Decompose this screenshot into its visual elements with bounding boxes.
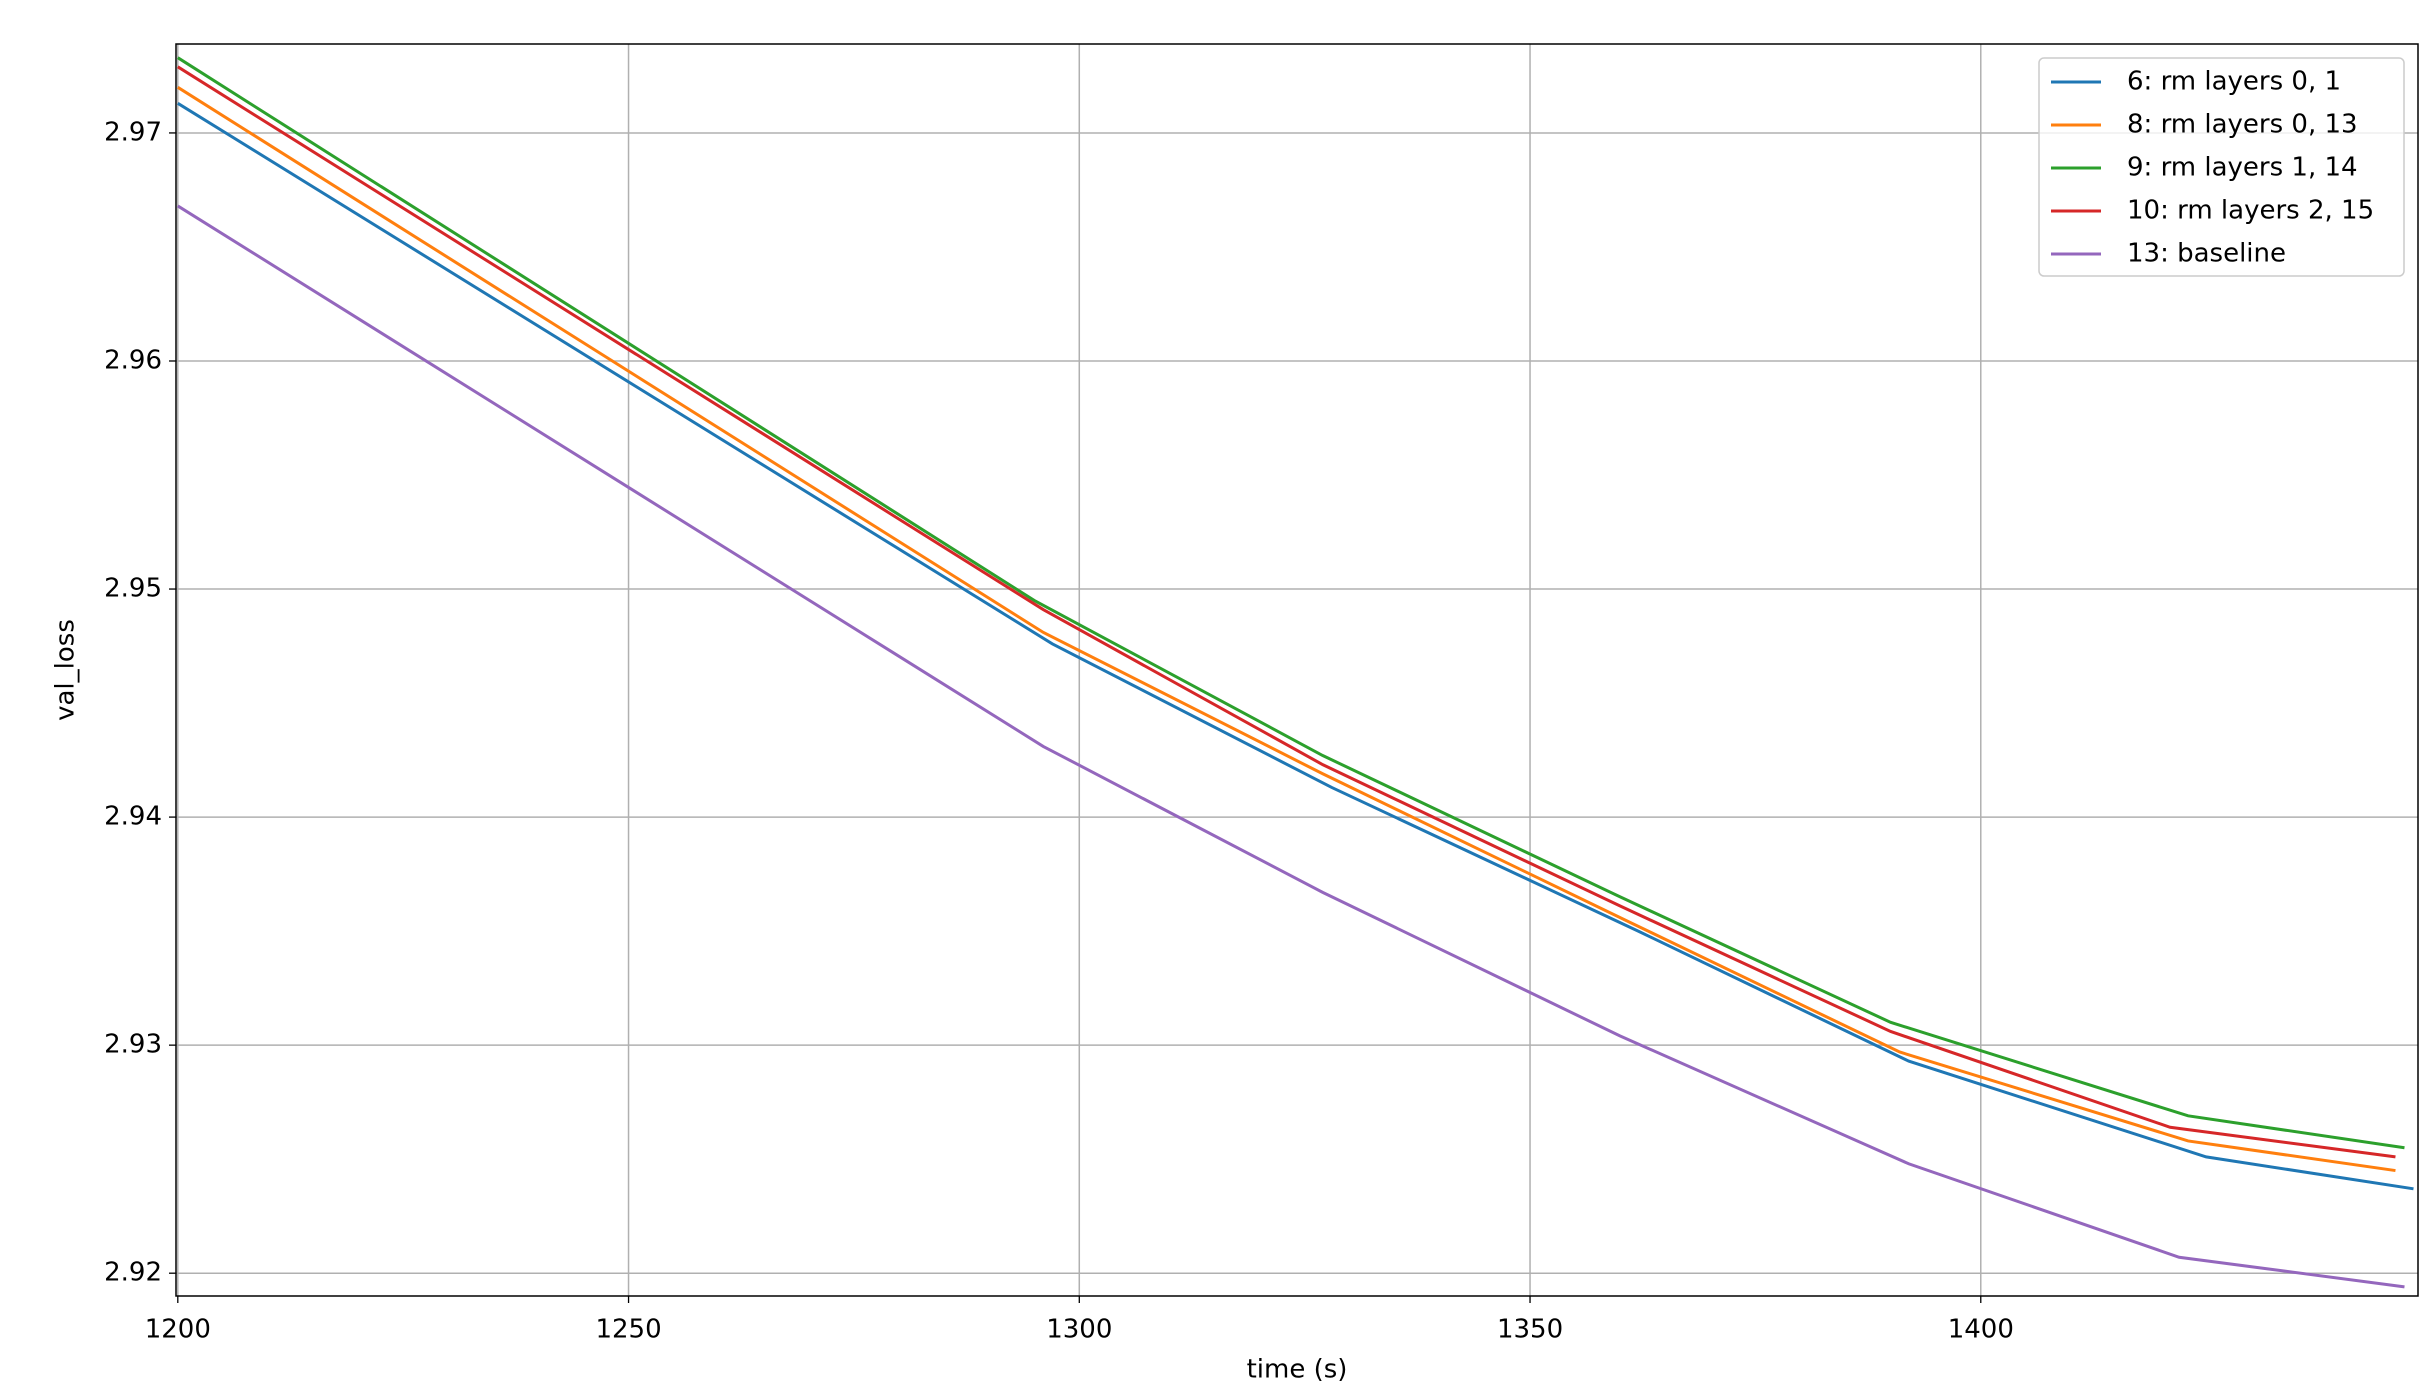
legend-label: 13: baseline	[2127, 239, 2286, 269]
x-axis-label: time (s)	[1247, 1355, 1348, 1385]
x-tick-label: 1400	[1948, 1315, 2014, 1345]
legend-label: 9: rm layers 1, 14	[2127, 153, 2358, 183]
x-tick-label: 1250	[595, 1315, 661, 1345]
legend-box	[2038, 57, 2405, 277]
y-tick-label: 2.96	[104, 345, 162, 375]
y-tick-label: 2.93	[104, 1030, 162, 1060]
line	[177, 102, 2414, 1191]
x-tick-label: 1350	[1497, 1315, 1563, 1345]
x-tick-label: 1300	[1046, 1315, 1112, 1345]
x-tick-label: 1200	[145, 1315, 211, 1345]
plot-frame	[175, 43, 2419, 1297]
y-tick-label: 2.95	[104, 574, 162, 604]
legend-label: 6: rm layers 0, 1	[2127, 67, 2341, 97]
y-axis-label: val_loss	[51, 619, 81, 721]
y-tick-label: 2.94	[104, 802, 162, 832]
legend-label: 10: rm layers 2, 15	[2127, 196, 2374, 226]
y-tick-label: 2.97	[104, 117, 162, 147]
line	[177, 86, 2396, 1173]
line	[177, 65, 2396, 1159]
legend-label: 8: rm layers 0, 13	[2127, 110, 2358, 140]
y-tick-label: 2.92	[104, 1258, 162, 1288]
line	[177, 56, 2405, 1150]
line	[177, 204, 2405, 1289]
